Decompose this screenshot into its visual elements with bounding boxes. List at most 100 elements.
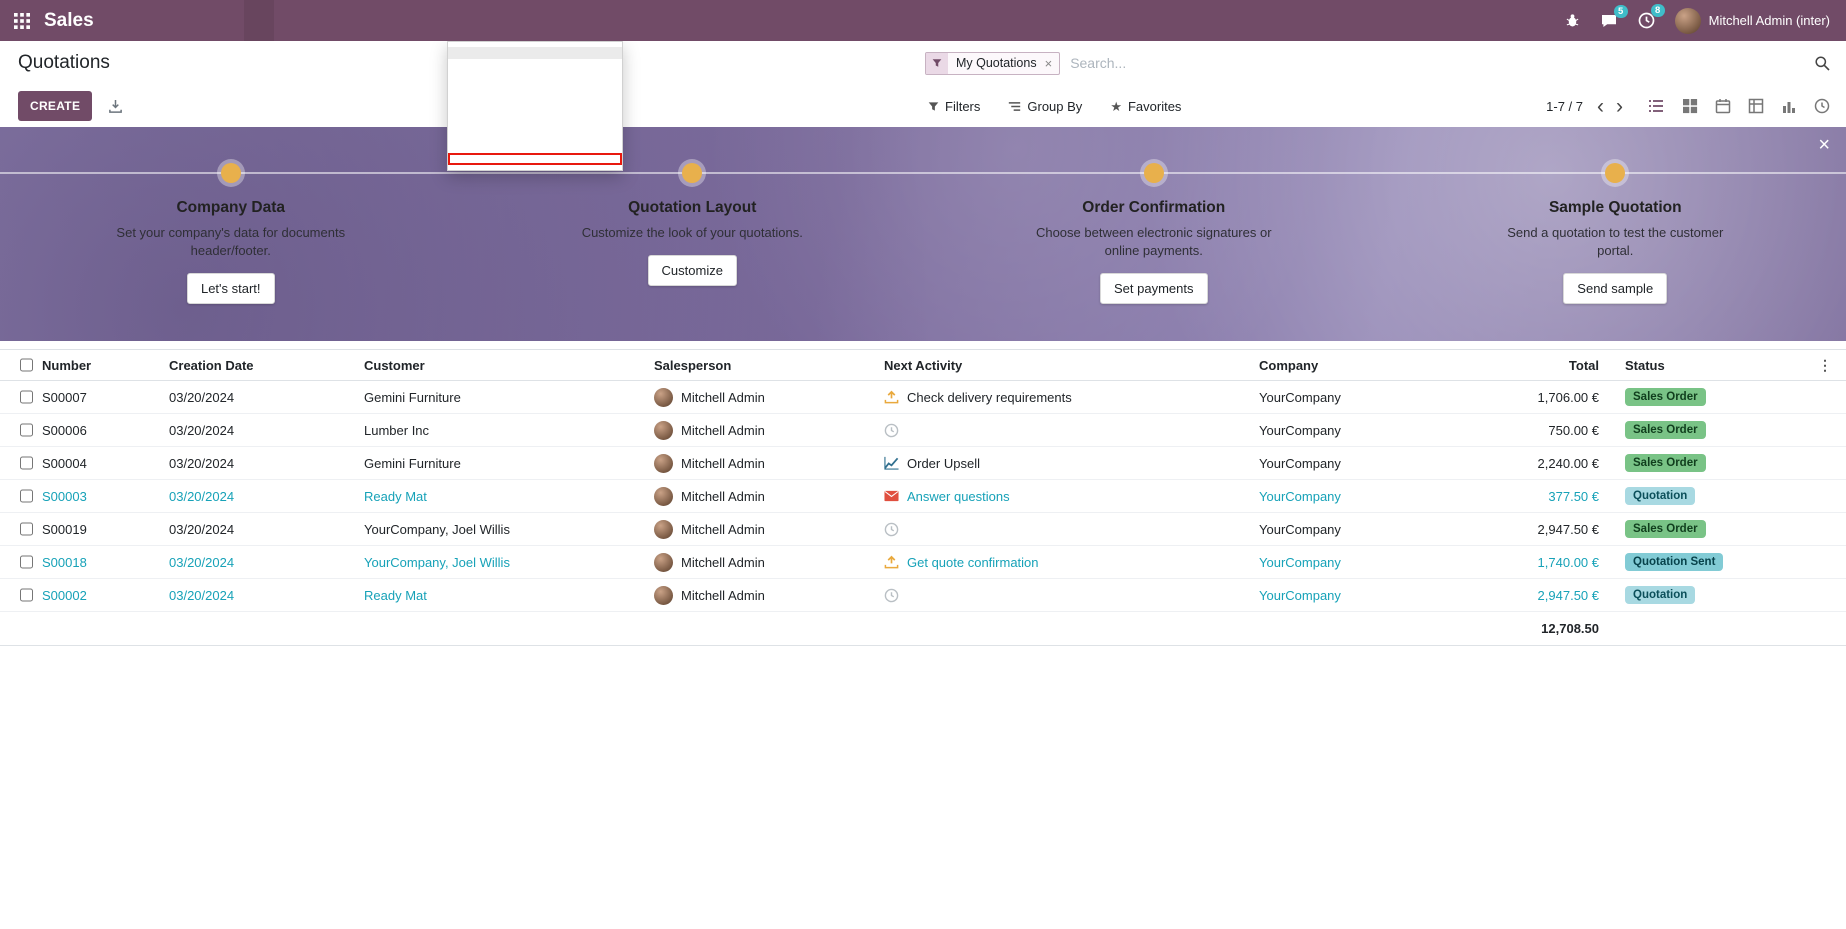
- table-row[interactable]: S00006 03/20/2024 Lumber Inc Mitchell Ad…: [0, 414, 1846, 447]
- navbar-menu-item[interactable]: [184, 0, 214, 41]
- debug-icon[interactable]: [1565, 13, 1580, 28]
- cell-company: YourCompany: [1259, 521, 1341, 537]
- header-company[interactable]: Company: [1259, 357, 1319, 373]
- step-action-button[interactable]: Let's start!: [186, 273, 275, 305]
- config-menu-item[interactable]: [448, 59, 622, 71]
- row-checkbox[interactable]: [20, 456, 33, 470]
- banner-close-icon[interactable]: ×: [1818, 134, 1830, 156]
- cell-total: 1,706.00 €: [1537, 389, 1599, 405]
- config-menu-item[interactable]: [448, 83, 622, 95]
- quotations-table: Number Creation Date Customer Salesperso…: [0, 349, 1846, 646]
- cell-next-activity[interactable]: Check delivery requirements: [884, 390, 1259, 405]
- table-row[interactable]: S00019 03/20/2024 YourCompany, Joel Will…: [0, 513, 1846, 546]
- pager-next-icon[interactable]: ›: [1616, 94, 1623, 118]
- table-row[interactable]: S00003 03/20/2024 Ready Mat Mitchell Adm…: [0, 480, 1846, 513]
- config-menu-item[interactable]: [448, 95, 622, 107]
- navbar-menu-item[interactable]: [124, 0, 154, 41]
- app-name[interactable]: Sales: [44, 9, 94, 31]
- table-row[interactable]: S00002 03/20/2024 Ready Mat Mitchell Adm…: [0, 579, 1846, 612]
- salesperson-avatar: [654, 453, 673, 473]
- list-view-icon[interactable]: [1647, 98, 1665, 114]
- salesperson-avatar: [654, 420, 673, 440]
- cell-next-activity[interactable]: Get quote confirmation: [884, 555, 1259, 570]
- mail-icon: [884, 490, 899, 502]
- row-checkbox[interactable]: [20, 522, 33, 536]
- messages-icon[interactable]: 5: [1600, 4, 1628, 29]
- cell-number: S00007: [42, 389, 87, 405]
- export-icon[interactable]: [108, 99, 123, 114]
- row-checkbox[interactable]: [20, 423, 33, 437]
- header-customer[interactable]: Customer: [364, 357, 425, 373]
- header-status[interactable]: Status: [1625, 357, 1665, 373]
- navbar-menu-item[interactable]: [214, 0, 244, 41]
- optional-columns-icon[interactable]: ⋮: [1818, 356, 1832, 373]
- row-checkbox[interactable]: [20, 555, 33, 569]
- header-total[interactable]: Total: [1568, 357, 1599, 373]
- group-by-button[interactable]: Group By: [1008, 99, 1082, 114]
- cell-next-activity[interactable]: [884, 522, 1259, 537]
- header-number[interactable]: Number: [42, 357, 92, 373]
- cell-customer: Gemini Furniture: [364, 389, 461, 405]
- step-action-button[interactable]: Customize: [647, 255, 737, 287]
- cell-next-activity[interactable]: Order Upsell: [884, 456, 1259, 471]
- graph-view-icon[interactable]: [1781, 98, 1797, 114]
- table-row[interactable]: S00004 03/20/2024 Gemini Furniture Mitch…: [0, 447, 1846, 480]
- header-salesperson[interactable]: Salesperson: [654, 357, 732, 373]
- row-checkbox[interactable]: [20, 489, 33, 503]
- table-row[interactable]: S00007 03/20/2024 Gemini Furniture Mitch…: [0, 381, 1846, 414]
- cell-creation-date: 03/20/2024: [169, 455, 235, 471]
- navbar-menu-item[interactable]: [154, 0, 184, 41]
- user-menu[interactable]: Mitchell Admin (inter): [1674, 7, 1830, 34]
- cell-customer: YourCompany, Joel Willis: [364, 521, 510, 537]
- cell-next-activity[interactable]: [884, 588, 1259, 603]
- cell-company: YourCompany: [1259, 488, 1341, 504]
- group-by-icon: [1008, 100, 1021, 113]
- table-row[interactable]: S00018 03/20/2024 YourCompany, Joel Will…: [0, 546, 1846, 579]
- table-body: S00007 03/20/2024 Gemini Furniture Mitch…: [0, 381, 1846, 612]
- config-menu-item[interactable]: [448, 153, 622, 165]
- apps-menu-button[interactable]: [0, 0, 44, 41]
- favorites-button[interactable]: ★ Favorites: [1110, 99, 1181, 114]
- activity-view-icon[interactable]: [1814, 98, 1830, 114]
- cell-salesperson: Mitchell Admin: [654, 453, 884, 473]
- cell-next-activity[interactable]: Answer questions: [884, 489, 1259, 504]
- config-menu-item[interactable]: [448, 119, 622, 131]
- pager-previous-icon[interactable]: ‹: [1597, 94, 1604, 118]
- search-input[interactable]: [1070, 55, 1804, 71]
- cell-customer: Ready Mat: [364, 488, 427, 504]
- facet-remove-icon[interactable]: ×: [1044, 55, 1053, 71]
- step-title: Sample Quotation: [1548, 199, 1682, 216]
- config-menu-item[interactable]: [448, 141, 622, 153]
- filter-icon: [928, 101, 939, 112]
- activities-icon[interactable]: 8: [1638, 4, 1665, 29]
- config-menu-item[interactable]: [448, 47, 622, 59]
- header-creation-date[interactable]: Creation Date: [169, 357, 254, 373]
- pivot-view-icon[interactable]: [1748, 98, 1764, 114]
- cell-number: S00018: [42, 554, 87, 570]
- cell-customer: YourCompany, Joel Willis: [364, 554, 510, 570]
- navbar-menu-item[interactable]: [243, 0, 274, 41]
- kanban-view-icon[interactable]: [1682, 98, 1698, 114]
- step-action-button[interactable]: Set payments: [1100, 273, 1208, 305]
- table-footer-row: 12,708.50: [0, 612, 1846, 646]
- cell-company: YourCompany: [1259, 389, 1341, 405]
- cell-company: YourCompany: [1259, 587, 1341, 603]
- total-sum: 12,708.50: [1541, 621, 1599, 636]
- cell-salesperson: Mitchell Admin: [654, 585, 884, 605]
- cell-salesperson: Mitchell Admin: [654, 486, 884, 506]
- salesperson-name: Mitchell Admin: [681, 554, 765, 570]
- filters-button[interactable]: Filters: [928, 99, 980, 114]
- onboarding-progress-line: [0, 172, 1846, 174]
- row-checkbox[interactable]: [20, 390, 33, 404]
- select-all-checkbox[interactable]: [20, 358, 33, 372]
- top-navbar: Sales 5 8 Mitchell Admin (inter): [0, 0, 1846, 41]
- row-checkbox[interactable]: [20, 588, 33, 602]
- step-action-button[interactable]: Send sample: [1563, 273, 1668, 305]
- calendar-view-icon[interactable]: [1715, 98, 1731, 114]
- create-button[interactable]: CREATE: [18, 91, 93, 121]
- view-switcher: [1647, 98, 1830, 114]
- cell-next-activity[interactable]: [884, 423, 1259, 438]
- header-next-activity[interactable]: Next Activity: [884, 357, 963, 373]
- search-icon[interactable]: [1814, 55, 1830, 71]
- table-header-row: Number Creation Date Customer Salesperso…: [0, 349, 1846, 381]
